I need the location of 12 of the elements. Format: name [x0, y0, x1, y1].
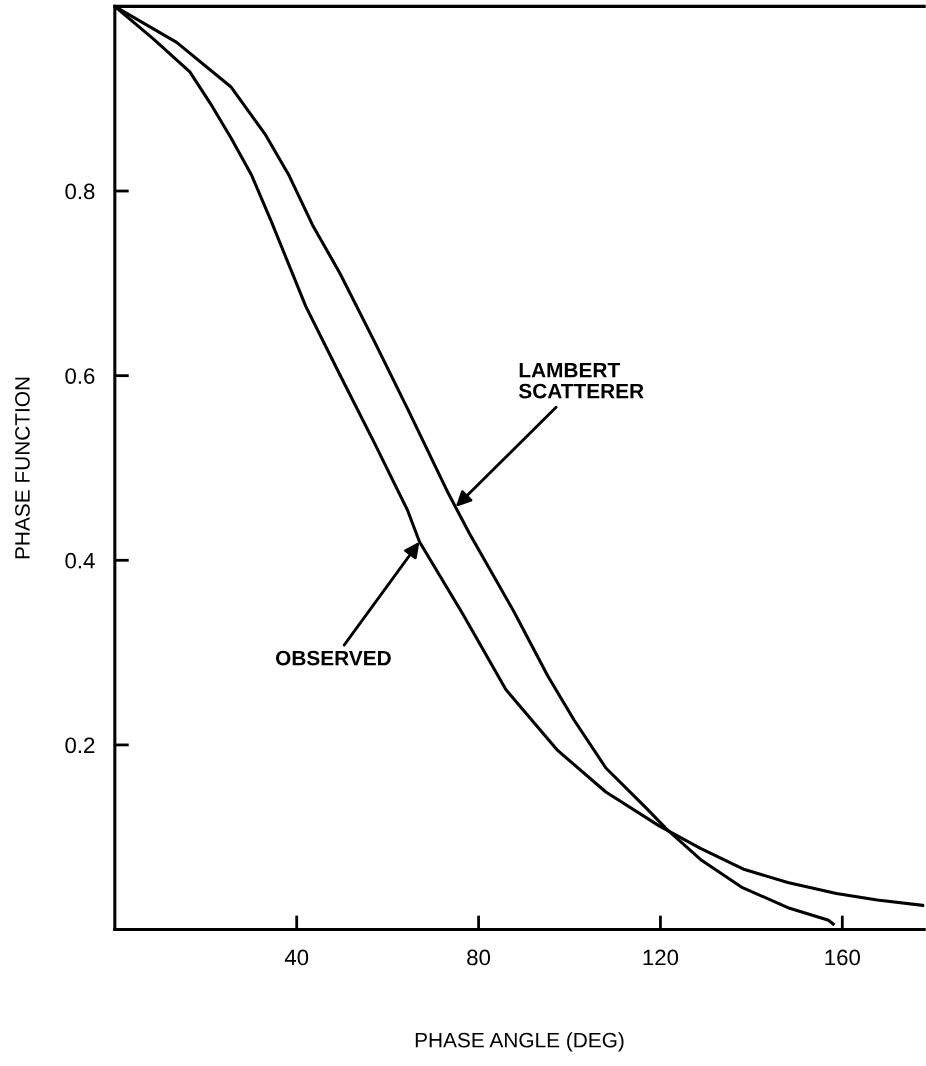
y-tick-label: 0.2	[65, 737, 95, 754]
y-tick-label: 0.6	[65, 368, 95, 384]
y-tick-label: 0.8	[65, 183, 95, 200]
y-axis-title: PHASE FUNCTION	[15, 377, 30, 559]
annotation: OBSERVED	[275, 650, 391, 666]
annotation: LAMBERT SCATTERER	[518, 362, 644, 399]
x-tick-label: 120	[643, 949, 679, 966]
y-tick-label: 0.4	[65, 552, 95, 569]
x-axis-title: PHASE ANGLE (DEG)	[415, 1032, 624, 1052]
x-tick-label: 40	[284, 949, 309, 966]
x-tick-label: 80	[467, 949, 491, 966]
x-tick-label: 160	[825, 949, 860, 966]
